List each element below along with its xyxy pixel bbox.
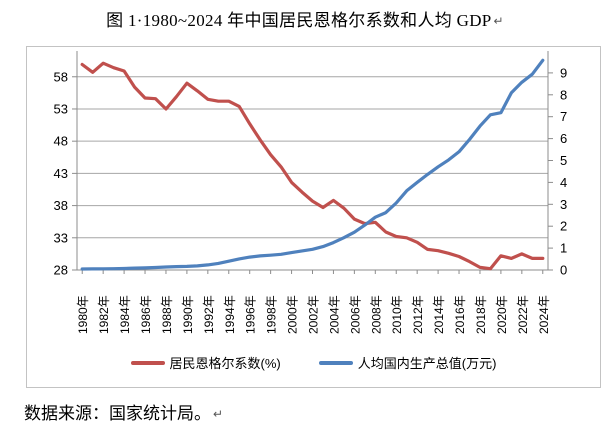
x-axis-tick-label: 1988年	[160, 295, 174, 334]
gdp-line-swatch-icon	[318, 360, 353, 365]
right-axis-tick-label: 7	[560, 109, 567, 124]
legend-label-gdp: 人均国内生产总值(万元)	[357, 356, 497, 371]
gdp-series-line	[80, 58, 545, 271]
left-axis-tick-label: 38	[54, 198, 68, 213]
x-axis-tick-label: 2004年	[327, 295, 341, 334]
right-axis-tick-label: 6	[560, 131, 567, 146]
right-axis-tick-label: 4	[560, 175, 567, 190]
x-axis-tick-label: 2006年	[348, 295, 362, 334]
engel-line-swatch-icon	[130, 360, 165, 365]
x-axis-tick-label: 2002年	[307, 295, 321, 334]
x-axis-tick-label: 2016年	[453, 295, 467, 334]
engel-series-line	[80, 61, 545, 271]
right-axis-tick-label: 0	[560, 263, 567, 278]
figure-title-text: 图 1·1980~2024 年中国居民恩格尔系数和人均 GDP	[106, 11, 492, 30]
left-axis-tick-label: 48	[54, 134, 68, 149]
x-axis-tick-label: 1990年	[181, 295, 195, 334]
right-axis-tick-label: 8	[560, 87, 567, 102]
left-axis-tick-label: 28	[54, 263, 68, 278]
left-axis-tick-label: 53	[54, 101, 68, 116]
x-axis-tick-label: 2014年	[432, 295, 446, 334]
x-axis-tick-label: 1984年	[118, 295, 132, 334]
x-axis-tick-label: 2018年	[474, 295, 488, 334]
legend-item-engel: 居民恩格尔系数(%)	[130, 353, 281, 372]
x-axis-tick-label: 2022年	[516, 295, 530, 334]
right-axis-tick-label: 9	[560, 65, 567, 80]
data-source-text: 数据来源：国家统计局。	[24, 404, 211, 423]
right-axis-tick-label: 2	[560, 219, 567, 234]
x-axis-tick-label: 1986年	[139, 295, 153, 334]
chart-legend: 居民恩格尔系数(%) 人均国内生产总值(万元)	[27, 353, 600, 372]
left-axis-tick-label: 43	[54, 166, 68, 181]
figure-title: 图 1·1980~2024 年中国居民恩格尔系数和人均 GDP ↵	[0, 6, 610, 31]
legend-item-gdp: 人均国内生产总值(万元)	[318, 353, 497, 372]
x-axis-tick-label: 2012年	[411, 295, 425, 334]
x-axis-tick-label: 1998年	[265, 295, 279, 334]
x-axis-tick-label: 1982年	[97, 295, 111, 334]
x-axis-tick-label: 1980年	[76, 295, 90, 334]
x-axis-tick-label: 1994年	[223, 295, 237, 334]
line-chart: 28 33 38 43 48 53 58 0 1 2 3 4 5 6 7 8 9 1980年 1982年 1984年 1…	[54, 51, 567, 334]
x-axis-tick-label: 2008年	[369, 295, 383, 334]
x-axis-tick-label: 2024年	[537, 295, 551, 334]
x-axis-tick-label: 2020年	[495, 295, 509, 334]
left-axis-tick-label: 33	[54, 230, 68, 245]
paragraph-mark-icon: ↵	[493, 14, 504, 28]
x-axis-tick-label: 2010年	[390, 295, 404, 334]
right-axis-tick-label: 1	[560, 241, 567, 256]
x-axis-tick-label: 1992年	[202, 295, 216, 334]
x-axis-tick-label: 2000年	[286, 295, 300, 334]
legend-label-engel: 居民恩格尔系数(%)	[169, 356, 281, 371]
left-axis-tick-label: 58	[54, 69, 68, 84]
chart-frame[interactable]: 28 33 38 43 48 53 58 0 1 2 3 4 5 6 7 8 9 1980年 1982年 1984年 1…	[26, 46, 601, 388]
x-axis-tick-label: 1996年	[244, 295, 258, 334]
right-axis-tick-label: 3	[560, 197, 567, 212]
data-source-caption: 数据来源：国家统计局。 ↵	[24, 399, 223, 424]
right-axis-tick-label: 5	[560, 153, 567, 168]
paragraph-mark-icon: ↵	[213, 407, 224, 421]
